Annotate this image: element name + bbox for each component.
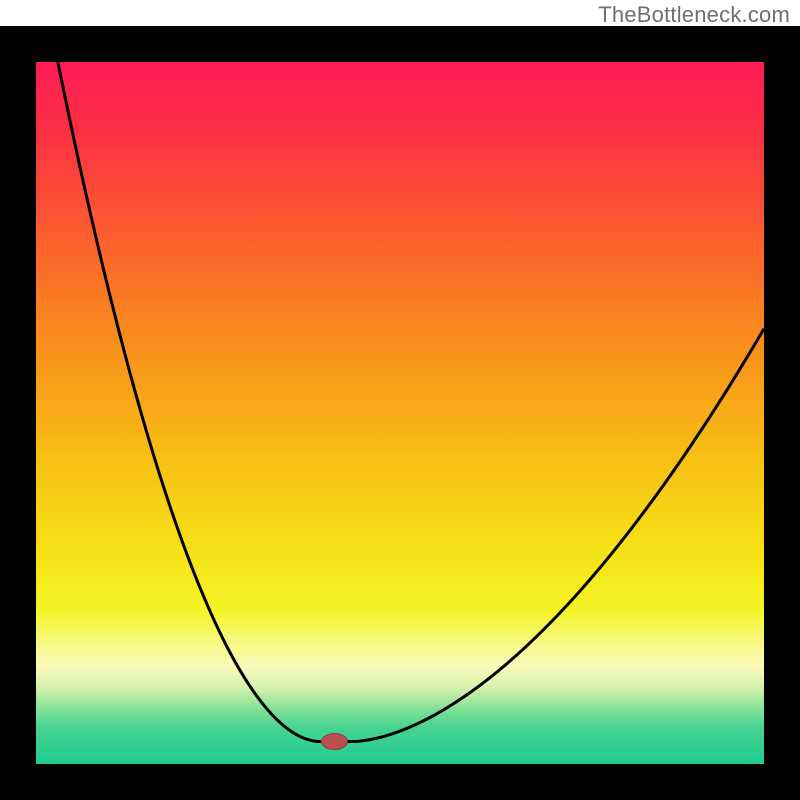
chart-container: TheBottleneck.com <box>0 0 800 800</box>
optimal-point-marker <box>321 734 347 750</box>
bottleneck-chart <box>0 0 800 800</box>
chart-background-gradient <box>36 62 764 764</box>
watermark-text: TheBottleneck.com <box>598 2 790 28</box>
